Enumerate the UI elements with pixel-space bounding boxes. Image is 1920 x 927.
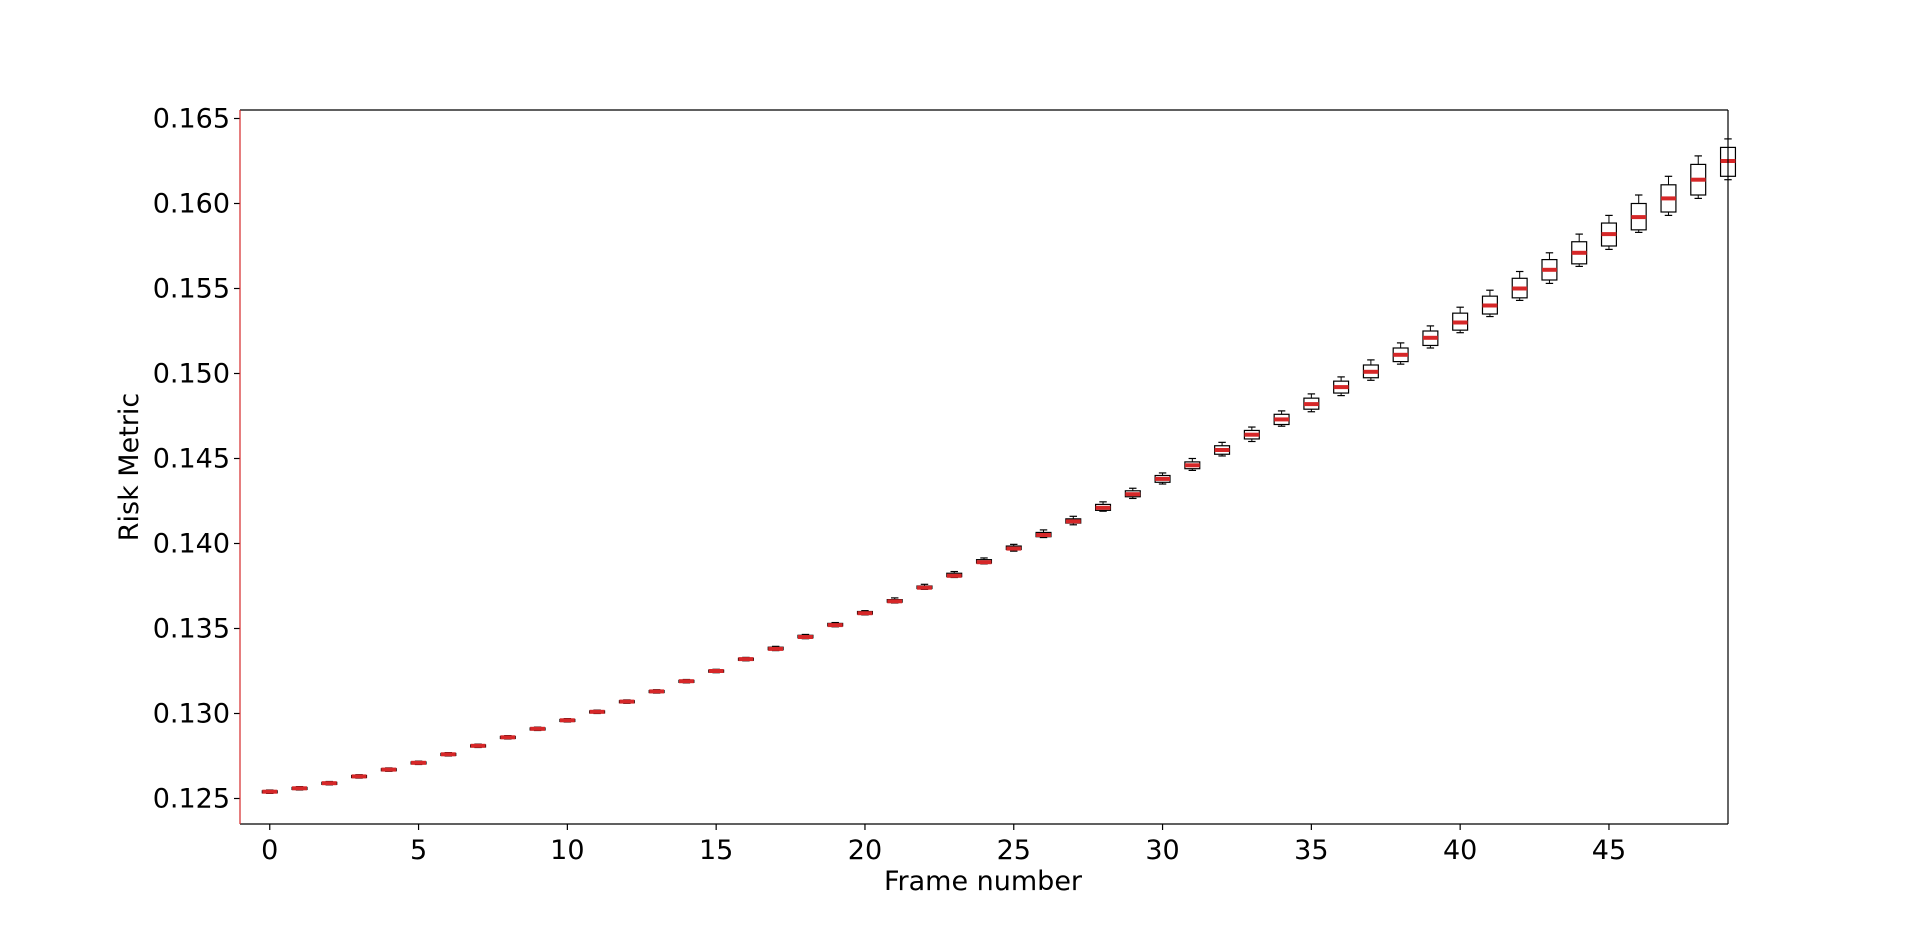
box-frame-13	[648, 689, 665, 694]
box-frame-33	[1243, 426, 1260, 443]
box-frame-21	[886, 597, 903, 604]
box-frame-8	[499, 734, 516, 740]
box-frame-42	[1511, 270, 1528, 301]
box-frame-7	[470, 743, 487, 749]
box-frame-40	[1452, 306, 1469, 334]
box-frame-29	[1124, 487, 1141, 500]
box-frame-25	[1005, 543, 1022, 552]
box-frame-34	[1273, 410, 1290, 427]
box-frame-46	[1630, 194, 1647, 233]
x-tick-label: 40	[1443, 835, 1477, 866]
box-frame-6	[440, 751, 457, 757]
box-frame-17	[767, 645, 784, 652]
box-frame-48	[1690, 155, 1707, 199]
x-tick-label: 0	[261, 835, 278, 866]
box-frame-28	[1094, 501, 1112, 512]
box-frame-0	[261, 789, 278, 795]
box-frame-32	[1214, 441, 1231, 457]
box-frame-45	[1600, 214, 1618, 250]
x-tick-label: 35	[1294, 835, 1328, 866]
x-tick-label: 15	[699, 835, 733, 866]
box-frame-27	[1065, 515, 1082, 526]
y-tick-label: 0.145	[153, 444, 230, 475]
box-frame-35	[1303, 393, 1320, 413]
box-series	[261, 138, 1737, 795]
box-frame-12	[618, 699, 635, 704]
box-frame-14	[678, 678, 695, 684]
y-tick-label: 0.150	[153, 359, 230, 390]
y-tick-label: 0.135	[153, 614, 230, 645]
box-frame-30	[1154, 472, 1171, 485]
x-tick-label: 30	[1145, 835, 1179, 866]
box-frame-9	[529, 726, 546, 732]
y-tick-label: 0.130	[153, 699, 230, 730]
y-tick-label: 0.155	[153, 274, 230, 305]
x-tick-label: 45	[1592, 835, 1626, 866]
box-frame-1	[291, 785, 308, 791]
x-tick-label: 20	[848, 835, 882, 866]
box-frame-2	[321, 780, 338, 786]
box-frame-39	[1422, 325, 1439, 349]
box-frame-44	[1571, 233, 1588, 267]
box-frame-36	[1333, 376, 1350, 397]
y-axis-ticks: 0.125 0.130 0.135 0.140 0.145 0.150 0.155 0.160…	[153, 104, 240, 815]
box-frame-38	[1392, 342, 1409, 365]
box-frame-3	[351, 774, 368, 779]
box-frame-10	[559, 717, 576, 723]
box-frame-22	[916, 583, 933, 591]
y-tick-label: 0.160	[153, 189, 230, 220]
y-tick-label: 0.125	[153, 784, 230, 815]
x-tick-label: 5	[410, 835, 427, 866]
x-axis-label: Frame number	[884, 866, 1083, 897]
x-tick-label: 25	[997, 835, 1031, 866]
box-frame-43	[1541, 252, 1558, 284]
box-frame-5	[410, 760, 427, 766]
y-axis-label: Risk Metric	[114, 393, 145, 542]
box-frame-31	[1184, 457, 1201, 471]
box-frame-20	[856, 610, 874, 616]
y-tick-label: 0.165	[153, 104, 230, 135]
box-frame-11	[589, 709, 606, 715]
box-frame-16	[737, 656, 754, 662]
box-frame-15	[708, 668, 725, 674]
box-frame-41	[1481, 289, 1498, 318]
x-tick-label: 10	[550, 835, 584, 866]
box-frame-26	[1035, 529, 1052, 539]
box-frame-18	[797, 633, 814, 640]
y-tick-label: 0.140	[153, 529, 230, 560]
box-frame-4	[380, 767, 397, 772]
box-frame-47	[1660, 175, 1677, 216]
box-frame-19	[827, 621, 844, 628]
plot-background	[240, 110, 1728, 824]
box-frame-37	[1362, 359, 1379, 381]
box-frame-24	[975, 557, 993, 565]
box-frame-23	[946, 570, 963, 579]
x-axis-ticks: 0 5 10 15 20 25 30 35 40 45	[261, 824, 1626, 866]
